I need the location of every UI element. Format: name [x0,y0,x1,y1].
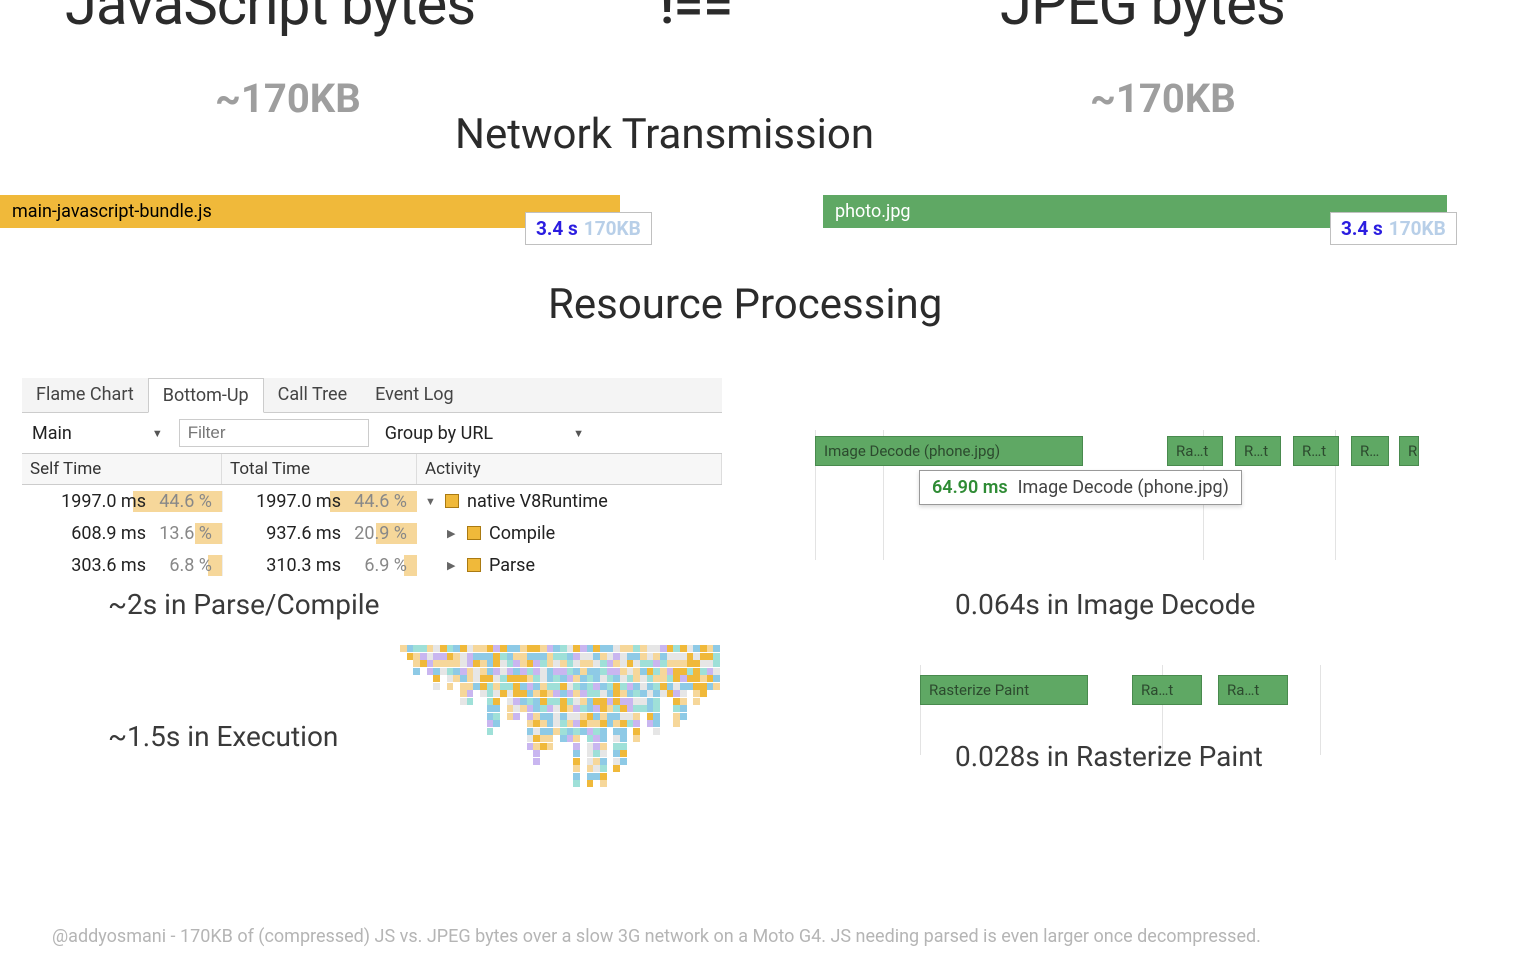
decode-segment: R…t [1293,436,1339,466]
table-row[interactable]: 1997.0 ms44.6 %1997.0 ms44.6 %▼native V8… [22,485,722,517]
decode-segment: Ra…t [1167,436,1223,466]
table-headers: Self Time Total Time Activity [22,454,722,485]
network-badge-jpeg: 3.4 s 170KB [1330,212,1457,245]
network-bar-js-label: main-javascript-bundle.js [12,201,212,222]
section-network: Network Transmission [455,110,874,159]
decode-segment: R [1399,436,1419,466]
network-badge-js-size: 170KB [584,217,641,240]
color-swatch-icon [445,494,459,508]
activity-label: Parse [489,555,535,576]
title-neq: !== [660,0,733,36]
header-activity: Activity [417,454,722,484]
thread-select-label: Main [32,423,72,444]
network-bar-jpeg-label: photo.jpg [835,201,911,222]
section-processing: Resource Processing [548,280,942,329]
table-body: 1997.0 ms44.6 %1997.0 ms44.6 %▼native V8… [22,485,722,581]
thread-select[interactable]: Main ▼ [26,421,169,446]
title-js: JavaScript bytes [65,0,475,39]
filter-input[interactable] [179,419,369,447]
summary-parse: ~2s in Parse/Compile [108,588,379,621]
header-self: Self Time [22,454,222,484]
title-jpeg: JPEG bytes [1000,0,1285,39]
summary-exec: ~1.5s in Execution [108,720,338,753]
activity-label: native V8Runtime [467,491,608,512]
disclosure-triangle-icon[interactable]: ▼ [425,495,437,508]
disclosure-triangle-icon[interactable]: ▶ [447,527,459,540]
raster-segment: Rasterize Paint [920,675,1088,705]
color-swatch-icon [467,558,481,572]
disclosure-triangle-icon[interactable]: ▶ [447,559,459,572]
decode-tooltip: 64.90 msImage Decode (phone.jpg) [919,470,1242,505]
table-row[interactable]: 608.9 ms13.6 %937.6 ms20.9 %▶Compile [22,517,722,549]
network-badge-js: 3.4 s 170KB [525,212,652,245]
summary-decode: 0.064s in Image Decode [955,588,1255,621]
decode-segment: R… [1351,436,1389,466]
group-select[interactable]: Group by URL ▼ [379,421,590,446]
tab-call-tree[interactable]: Call Tree [264,378,361,412]
raster-timeline: Rasterize Paint Ra…t Ra…t [920,665,1380,725]
raster-segment: Ra…t [1132,675,1202,705]
flame-chart [400,645,720,795]
header-total: Total Time [222,454,417,484]
activity-label: Compile [489,523,555,544]
chevron-down-icon: ▼ [152,427,163,440]
tab-bottom-up[interactable]: Bottom-Up [148,378,264,413]
network-badge-jpeg-size: 170KB [1389,217,1446,240]
decode-segment: R…t [1235,436,1281,466]
devtools-tabs: Flame ChartBottom-UpCall TreeEvent Log [22,378,722,413]
group-select-label: Group by URL [385,423,493,444]
decode-segment: Image Decode (phone.jpg) [815,436,1083,466]
network-badge-jpeg-time: 3.4 s [1341,217,1383,240]
devtools-filters: Main ▼ Group by URL ▼ [22,413,722,454]
color-swatch-icon [467,526,481,540]
size-js: ~170KB [215,75,361,122]
decode-timeline: Image Decode (phone.jpg) Ra…t R…t R…t R… R 64.… [815,430,1440,530]
summary-raster: 0.028s in Rasterize Paint [955,740,1263,773]
tab-event-log[interactable]: Event Log [361,378,468,412]
devtools-panel: Flame ChartBottom-UpCall TreeEvent Log M… [22,378,722,581]
chevron-down-icon: ▼ [573,427,584,440]
table-row[interactable]: 303.6 ms6.8 %310.3 ms6.9 %▶Parse [22,549,722,581]
size-jpeg: ~170KB [1090,75,1236,122]
network-badge-js-time: 3.4 s [536,217,578,240]
tab-flame-chart[interactable]: Flame Chart [22,378,148,412]
raster-segment: Ra…t [1218,675,1288,705]
footer-credit: @addyosmani - 170KB of (compressed) JS v… [52,926,1506,947]
